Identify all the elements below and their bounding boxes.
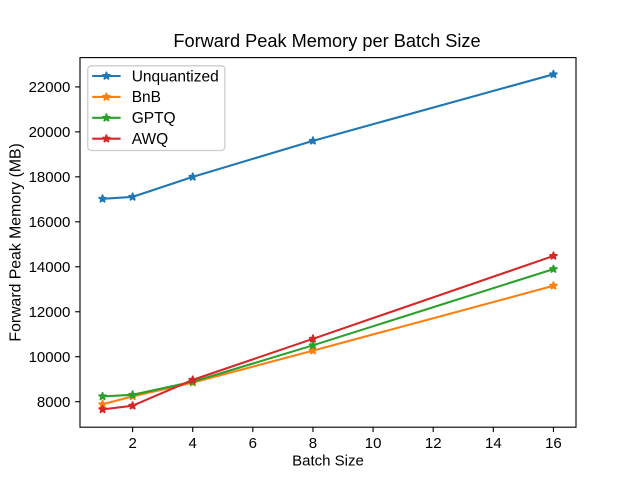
svg-text:Forward Peak Memory per Batch: Forward Peak Memory per Batch Size [173,31,480,51]
svg-text:12: 12 [425,435,442,452]
svg-text:22000: 22000 [29,79,71,96]
svg-text:GPTQ: GPTQ [132,110,176,127]
svg-text:20000: 20000 [29,124,71,141]
svg-text:Batch Size: Batch Size [292,453,364,470]
svg-text:10000: 10000 [29,349,71,366]
svg-text:14: 14 [485,435,502,452]
svg-text:16: 16 [545,435,562,452]
svg-text:Unquantized: Unquantized [132,68,219,85]
svg-text:AWQ: AWQ [132,131,168,148]
svg-text:18000: 18000 [29,169,71,186]
svg-text:4: 4 [189,435,197,452]
svg-text:2: 2 [128,435,136,452]
svg-text:8: 8 [309,435,317,452]
svg-text:12000: 12000 [29,304,71,321]
svg-text:14000: 14000 [29,259,71,276]
svg-text:16000: 16000 [29,214,71,231]
svg-text:BnB: BnB [132,89,161,106]
svg-text:6: 6 [249,435,257,452]
svg-text:8000: 8000 [37,394,70,411]
svg-text:10: 10 [365,435,382,452]
svg-text:Forward Peak Memory (MB): Forward Peak Memory (MB) [7,143,24,341]
